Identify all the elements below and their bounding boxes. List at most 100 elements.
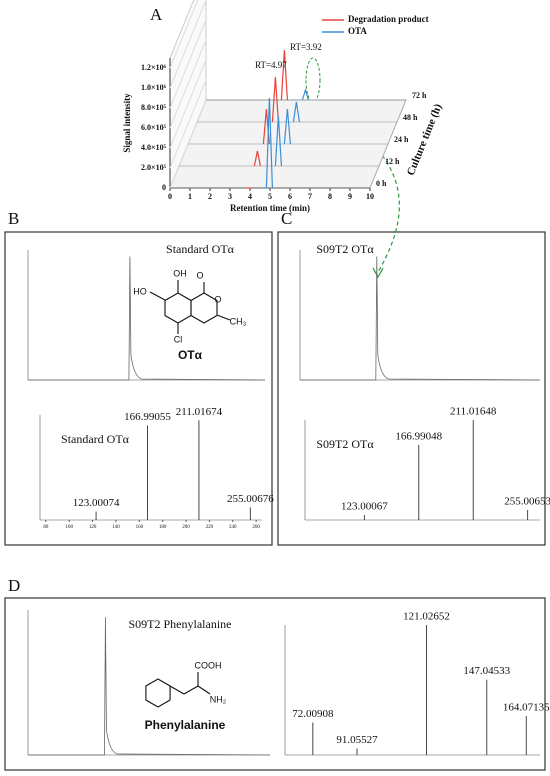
grid-line (169, 0, 199, 69)
peak-label: 255.00653 (504, 496, 550, 508)
atom-label: CH₃ (230, 316, 247, 326)
bond (149, 291, 166, 301)
y-tick-label: 2.0×10⁵ (141, 163, 167, 172)
peak (301, 87, 309, 101)
chrom-title: S09T2 Phenylalanine (129, 617, 232, 631)
chrom-title: S09T2 OTα (316, 242, 374, 256)
y-axis-title: Signal intensity (122, 93, 132, 153)
atom-label: OH (173, 268, 187, 278)
time-label: 12 h (385, 157, 400, 166)
x-tick-label: 80 (43, 525, 49, 530)
structure-name: Phenylalanine (145, 718, 226, 732)
peak (265, 97, 273, 189)
ring (164, 292, 192, 324)
bond (197, 685, 211, 695)
panel-c-box (277, 231, 546, 546)
panel-label: D (8, 576, 20, 595)
grid-line (169, 39, 207, 129)
peak-label: 166.99048 (395, 431, 442, 443)
y-tick-label: 1.2×10⁶ (141, 63, 167, 72)
atom-label: HO (133, 286, 147, 296)
peak (274, 115, 282, 167)
time-label: 72 h (412, 91, 427, 100)
panel-d-box (4, 597, 546, 771)
x-tick-label: 8 (328, 192, 332, 201)
peak-label: 211.01648 (450, 406, 497, 418)
x-tick-label: 180 (159, 525, 167, 530)
rt-label: RT=4.97 (255, 60, 287, 70)
ring (190, 292, 218, 324)
x-axis-title: Retention time (min) (230, 203, 310, 213)
peak-label: 164.07135 (503, 702, 550, 714)
peak (283, 108, 291, 145)
bond (169, 672, 199, 695)
y-tick-label: 1.0×10⁶ (141, 83, 167, 92)
peak-label: 121.02652 (403, 611, 450, 623)
structure-name: OTα (178, 348, 203, 362)
arrow-head (372, 267, 384, 279)
x-tick-label: 7 (308, 192, 312, 201)
x-tick-label: 3 (228, 192, 232, 201)
x-tick-label: 1 (188, 192, 192, 201)
y-tick-label: 8.0×10⁵ (141, 103, 167, 112)
peak (253, 150, 261, 167)
grid-line (169, 79, 207, 169)
peak (271, 76, 279, 123)
chrom-peak (300, 256, 541, 381)
x-tick-label: 2 (208, 192, 212, 201)
x-tick-label: 6 (288, 192, 292, 201)
x-tick-label: 200 (182, 525, 190, 530)
peak-label: 91.05527 (336, 734, 378, 746)
panel-label: A (150, 5, 163, 24)
time-label: 0 h (376, 179, 387, 188)
peak-label: 255.00676 (227, 493, 274, 505)
peak (292, 101, 300, 123)
y-tick-label: 4.0×10⁵ (141, 143, 167, 152)
time-label: 24 h (394, 135, 409, 144)
chrom-peak (28, 617, 271, 756)
x-tick-label: 10 (366, 192, 374, 201)
atom-label: O (214, 294, 221, 304)
chrom-title: Standard OTα (166, 242, 235, 256)
grid-line (169, 0, 207, 89)
y-tick-label: 6.0×10⁵ (141, 123, 167, 132)
atom-label: Cl (174, 334, 183, 344)
x-tick-label: 240 (229, 525, 237, 530)
grid-line (169, 59, 207, 149)
peak-label: 211.01674 (176, 406, 223, 418)
peak-label: 123.00074 (73, 497, 120, 509)
peak-label: 72.00908 (292, 708, 334, 720)
x-tick-label: 0 (168, 192, 172, 201)
spectrum-title: S09T2 OTα (316, 437, 374, 451)
panel-label: B (8, 209, 19, 228)
peak-label: 147.04533 (463, 665, 510, 677)
x-tick-label: 140 (112, 525, 120, 530)
y-tick-label: 0 (162, 183, 166, 192)
peak-label: 166.99055 (124, 411, 171, 423)
legend-label: Degradation product (348, 14, 429, 24)
x-tick-label: 9 (348, 192, 352, 201)
x-tick-label: 5 (268, 192, 272, 201)
time-label: 48 h (403, 113, 418, 122)
x-tick-label: 100 (65, 525, 73, 530)
peak (280, 49, 288, 101)
rt-label: RT=3.92 (290, 42, 322, 52)
highlight-ellipse (305, 57, 321, 103)
atom-label: O (196, 270, 203, 280)
x-tick-label: 260 (252, 525, 260, 530)
x-tick-label: 120 (89, 525, 97, 530)
panel-label: C (281, 209, 292, 228)
spectrum-title: Standard OTα (61, 432, 130, 446)
chrom-peak (28, 256, 266, 381)
x-tick-label: 160 (136, 525, 144, 530)
ring (145, 678, 171, 708)
grid-line (169, 19, 207, 109)
x-tick-label: 4 (248, 192, 252, 201)
peak-label: 123.00067 (341, 501, 388, 513)
x-tick-label: 220 (206, 525, 214, 530)
atom-label: NH₂ (210, 694, 227, 704)
panel-b-box (4, 231, 273, 546)
atom-label: COOH (195, 660, 222, 670)
bond (216, 314, 231, 321)
